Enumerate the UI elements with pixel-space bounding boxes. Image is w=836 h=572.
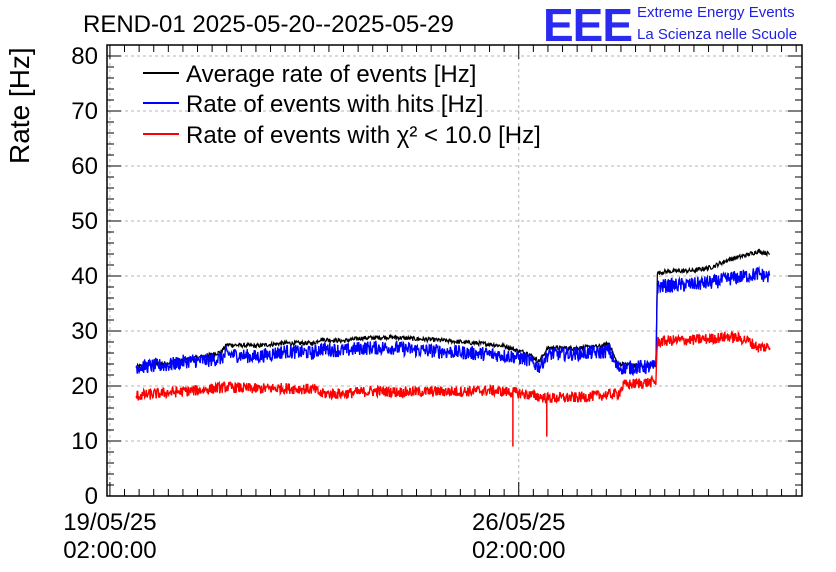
x-tick-time: 02:00:00 — [63, 537, 156, 564]
x-tick-date: 26/05/25 — [472, 509, 565, 536]
legend: Average rate of events [Hz] Rate of event… — [143, 61, 541, 149]
chart-title: REND-01 2025-05-20--2025-05-29 — [83, 11, 454, 38]
series-line-0 — [135, 248, 770, 370]
y-tick-label: 50 — [71, 208, 98, 235]
axes: 0102030405060708019/05/2502:00:0026/05/2… — [63, 43, 803, 564]
x-tick-date: 19/05/25 — [63, 509, 156, 536]
y-tick-label: 0 — [85, 483, 98, 510]
y-tick-label: 20 — [71, 373, 98, 400]
series-layer — [135, 248, 771, 447]
y-tick-label: 70 — [71, 98, 98, 125]
x-tick-time: 02:00:00 — [472, 537, 565, 564]
y-tick-label: 60 — [71, 153, 98, 180]
logo-mark: EEE — [543, 0, 632, 51]
legend-label-0: Average rate of events [Hz] — [186, 61, 476, 88]
y-tick-label: 40 — [71, 263, 98, 290]
logo-line-1: Extreme Energy Events — [637, 4, 795, 21]
eee-logo: EEE Extreme Energy Events La Scienza nel… — [543, 0, 797, 51]
series-line-2 — [135, 330, 771, 404]
legend-label-1: Rate of events with hits [Hz] — [186, 91, 483, 118]
logo-line-2: La Scienza nelle Scuole — [637, 26, 797, 43]
y-tick-label: 80 — [71, 43, 98, 70]
y-axis-label: Rate [Hz] — [4, 47, 35, 164]
y-tick-label: 10 — [71, 428, 98, 455]
y-tick-label: 30 — [71, 318, 98, 345]
plot-frame — [106, 44, 803, 497]
legend-label-2: Rate of events with χ² < 10.0 [Hz] — [186, 122, 541, 149]
series-line-1 — [135, 265, 771, 377]
